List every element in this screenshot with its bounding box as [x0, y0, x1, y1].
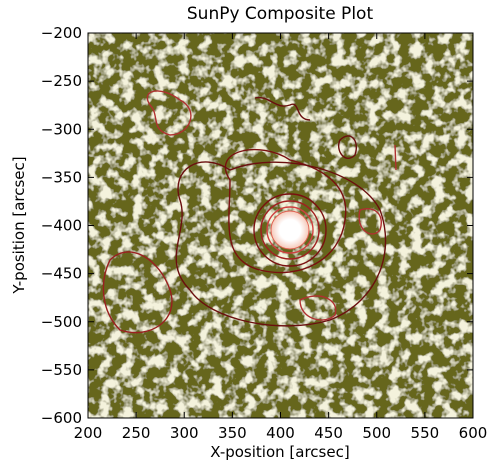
y-tick-label: −500	[41, 313, 82, 331]
y-tick-label: −550	[41, 361, 82, 379]
x-tick-label: 350	[218, 424, 247, 442]
contours	[102, 90, 397, 334]
y-tick-label: −350	[41, 168, 82, 186]
x-tick-label: 250	[122, 424, 151, 442]
y-tick-label: −300	[41, 120, 82, 138]
y-tick-label: −250	[41, 72, 82, 90]
x-tick-label: 550	[411, 424, 440, 442]
y-tick-label: −400	[41, 217, 82, 235]
chart-title: SunPy Composite Plot	[187, 4, 374, 24]
x-tick-label: 200	[74, 424, 103, 442]
x-tick-label: 600	[459, 424, 488, 442]
x-tick-label: 450	[314, 424, 343, 442]
hotspot	[270, 210, 310, 250]
y-tick-label: −200	[41, 24, 82, 42]
y-tick-label: −600	[41, 409, 82, 427]
x-tick-label: 300	[170, 424, 199, 442]
x-axis-label: X-position [arcsec]	[210, 443, 349, 461]
x-tick-label: 400	[266, 424, 295, 442]
x-tick-label: 500	[362, 424, 391, 442]
y-tick-label: −450	[41, 265, 82, 283]
y-axis-label: Y-position [arcsec]	[10, 156, 28, 294]
